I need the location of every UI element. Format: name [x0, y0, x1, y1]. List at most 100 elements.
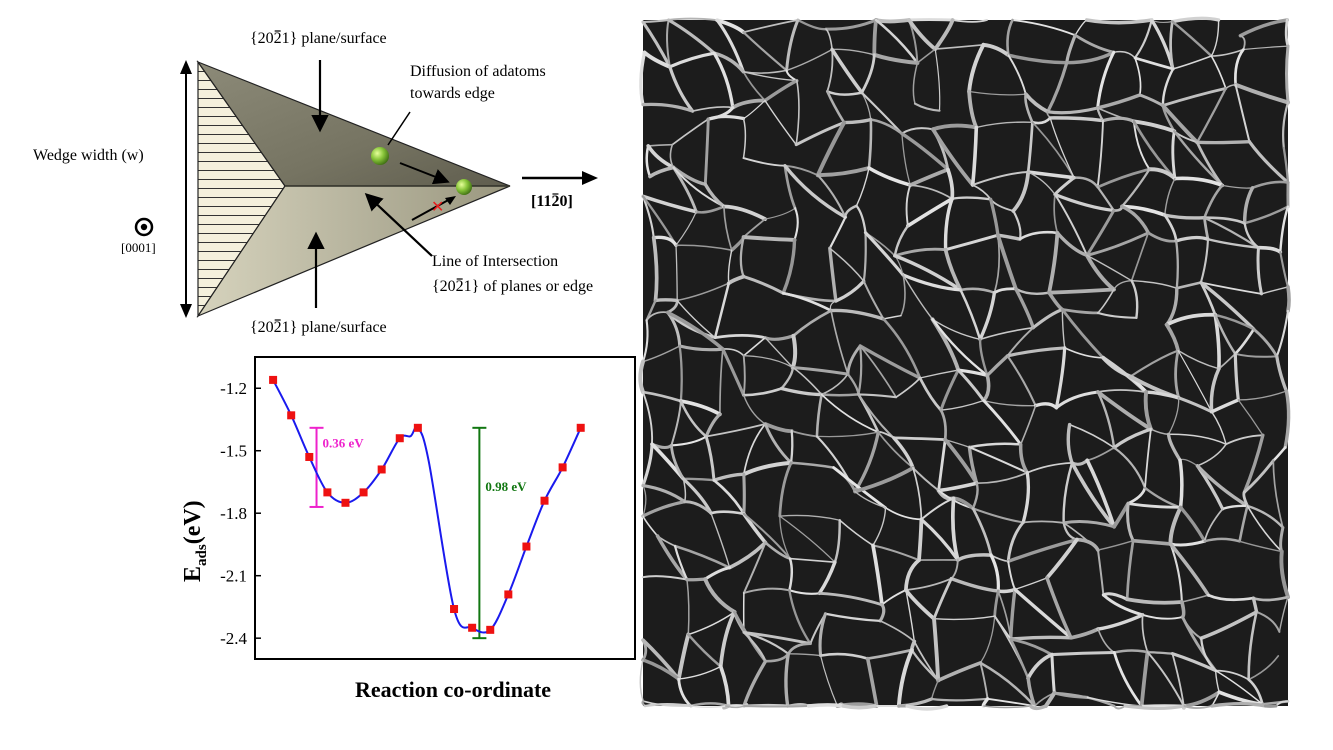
nanowall-segment: [668, 51, 716, 69]
nanowall-segment: [989, 553, 1000, 593]
nanowall-segment: [1175, 281, 1203, 290]
nanowall-segment: [901, 132, 911, 186]
nanowall-segment: [1161, 87, 1228, 107]
nanowall-segment: [920, 497, 955, 521]
nanowall-segment: [645, 144, 652, 178]
y-tick-label: -1.8: [220, 504, 247, 523]
nanowall-segment: [1097, 288, 1115, 314]
data-point: [540, 496, 549, 505]
nanowall-segment: [1214, 669, 1264, 705]
nanowall-segment: [930, 697, 989, 702]
nanowall-segment: [1234, 352, 1278, 358]
nanowall-segment: [742, 541, 767, 594]
adatom-ball-1: [371, 147, 389, 165]
nanowall-segment: [1242, 459, 1275, 494]
nanowall-segment: [742, 19, 799, 34]
nanowall-segment: [779, 515, 791, 560]
nanowall-segment: [779, 514, 841, 521]
nanowall-segment: [933, 18, 955, 51]
data-point: [323, 488, 332, 497]
nanowall-segment: [1242, 433, 1265, 494]
nanowall-segment: [641, 195, 655, 239]
nanowall-segment: [1275, 309, 1290, 358]
nanowall-segment: [678, 665, 722, 680]
nanowall-segment: [704, 412, 722, 439]
nanowall-segment: [1174, 349, 1181, 400]
nanowall-segment: [1054, 193, 1088, 257]
nanowall-segment: [1164, 322, 1180, 353]
nanowall-segment: [795, 79, 800, 146]
nanowall-segment: [1126, 486, 1147, 505]
nanowall-segment: [676, 632, 691, 681]
nanowall-segment: [678, 344, 683, 403]
nanowall-segment: [816, 174, 847, 219]
nanowall-segment: [743, 394, 766, 425]
nanowall-segment: [1171, 129, 1177, 180]
nanowall-segment: [646, 144, 676, 170]
nanowall-segment: [1210, 55, 1227, 90]
nanowall-segment: [742, 70, 766, 102]
nanowall-segment: [816, 431, 879, 438]
nanowall-segment: [820, 393, 880, 434]
nanowall-segment: [671, 118, 710, 146]
nanowall-segment: [764, 337, 794, 369]
data-point: [287, 411, 296, 420]
annotation-label: 0.98 eV: [485, 479, 527, 494]
nanowall-segment: [1031, 121, 1075, 179]
nanowall-segment: [1279, 205, 1290, 254]
nanowall-segment: [877, 431, 914, 469]
nanowall-segment: [1247, 678, 1264, 706]
nanowall-segment: [1144, 428, 1152, 489]
nanowall-segment: [1129, 349, 1180, 378]
nanowall-segment: [1177, 349, 1213, 413]
data-point: [576, 423, 585, 432]
nanowall-segment: [956, 553, 993, 562]
nanowall-segment: [791, 366, 850, 376]
nanowall-segment: [667, 17, 719, 22]
nanowall-segment: [1170, 652, 1218, 673]
nanowall-segment: [1033, 402, 1059, 410]
nanowall-segment: [917, 517, 924, 562]
energy-chart: -1.2 -1.5 -1.8 -2.1 -2.4 0.36 eV 0.98 eV Eads…: [180, 356, 636, 702]
nanowall-segment: [1019, 404, 1037, 446]
nanowall-segment: [1195, 87, 1227, 144]
nanowall-segment: [1006, 537, 1079, 563]
nanowall-segment: [1171, 20, 1213, 58]
nanowall-segment: [1279, 549, 1290, 600]
nanowall-segment: [1009, 637, 1030, 680]
nanowall-segment: [884, 506, 923, 521]
nanowall-segment: [1275, 354, 1289, 393]
nanowall-segment: [1233, 352, 1240, 402]
nanowall-segment: [833, 518, 841, 564]
nanowall-segment: [971, 507, 1025, 524]
nanowall-segment: [1028, 704, 1048, 711]
nanowall-segment: [869, 118, 904, 135]
nanowall-segment: [830, 309, 849, 375]
nanowall-segment: [829, 247, 865, 282]
nanowall-segment: [1101, 593, 1145, 617]
nanowall-segment: [874, 18, 919, 65]
nanowall-segment: [857, 393, 895, 439]
nanowall-segment: [1096, 390, 1116, 449]
blocked-path-arrow: [411, 197, 453, 221]
nanowall-segment: [1247, 140, 1290, 185]
nanowall-segment: [981, 42, 1011, 58]
nanowall-segment: [673, 544, 689, 581]
nanowall-segment: [1238, 18, 1289, 38]
direction-label: [1120]: [531, 193, 573, 210]
data-point: [486, 625, 495, 634]
nanowall-segment: [722, 204, 767, 221]
nanowall-segment: [967, 89, 979, 130]
data-point: [359, 488, 368, 497]
nanowall-segment: [639, 50, 647, 107]
nanowall-segment: [727, 540, 768, 570]
nanowall-segment: [742, 157, 786, 167]
nanowall-segment: [783, 164, 848, 219]
nanowall-segment: [1195, 140, 1224, 187]
nanowall-segment: [1144, 390, 1181, 400]
nanowall-segment: [710, 512, 731, 569]
nanowall-segment: [1237, 390, 1288, 401]
nanowall-segment: [979, 661, 1036, 708]
nanowall-segment: [1085, 18, 1154, 25]
nanowall-segment: [1213, 313, 1256, 331]
